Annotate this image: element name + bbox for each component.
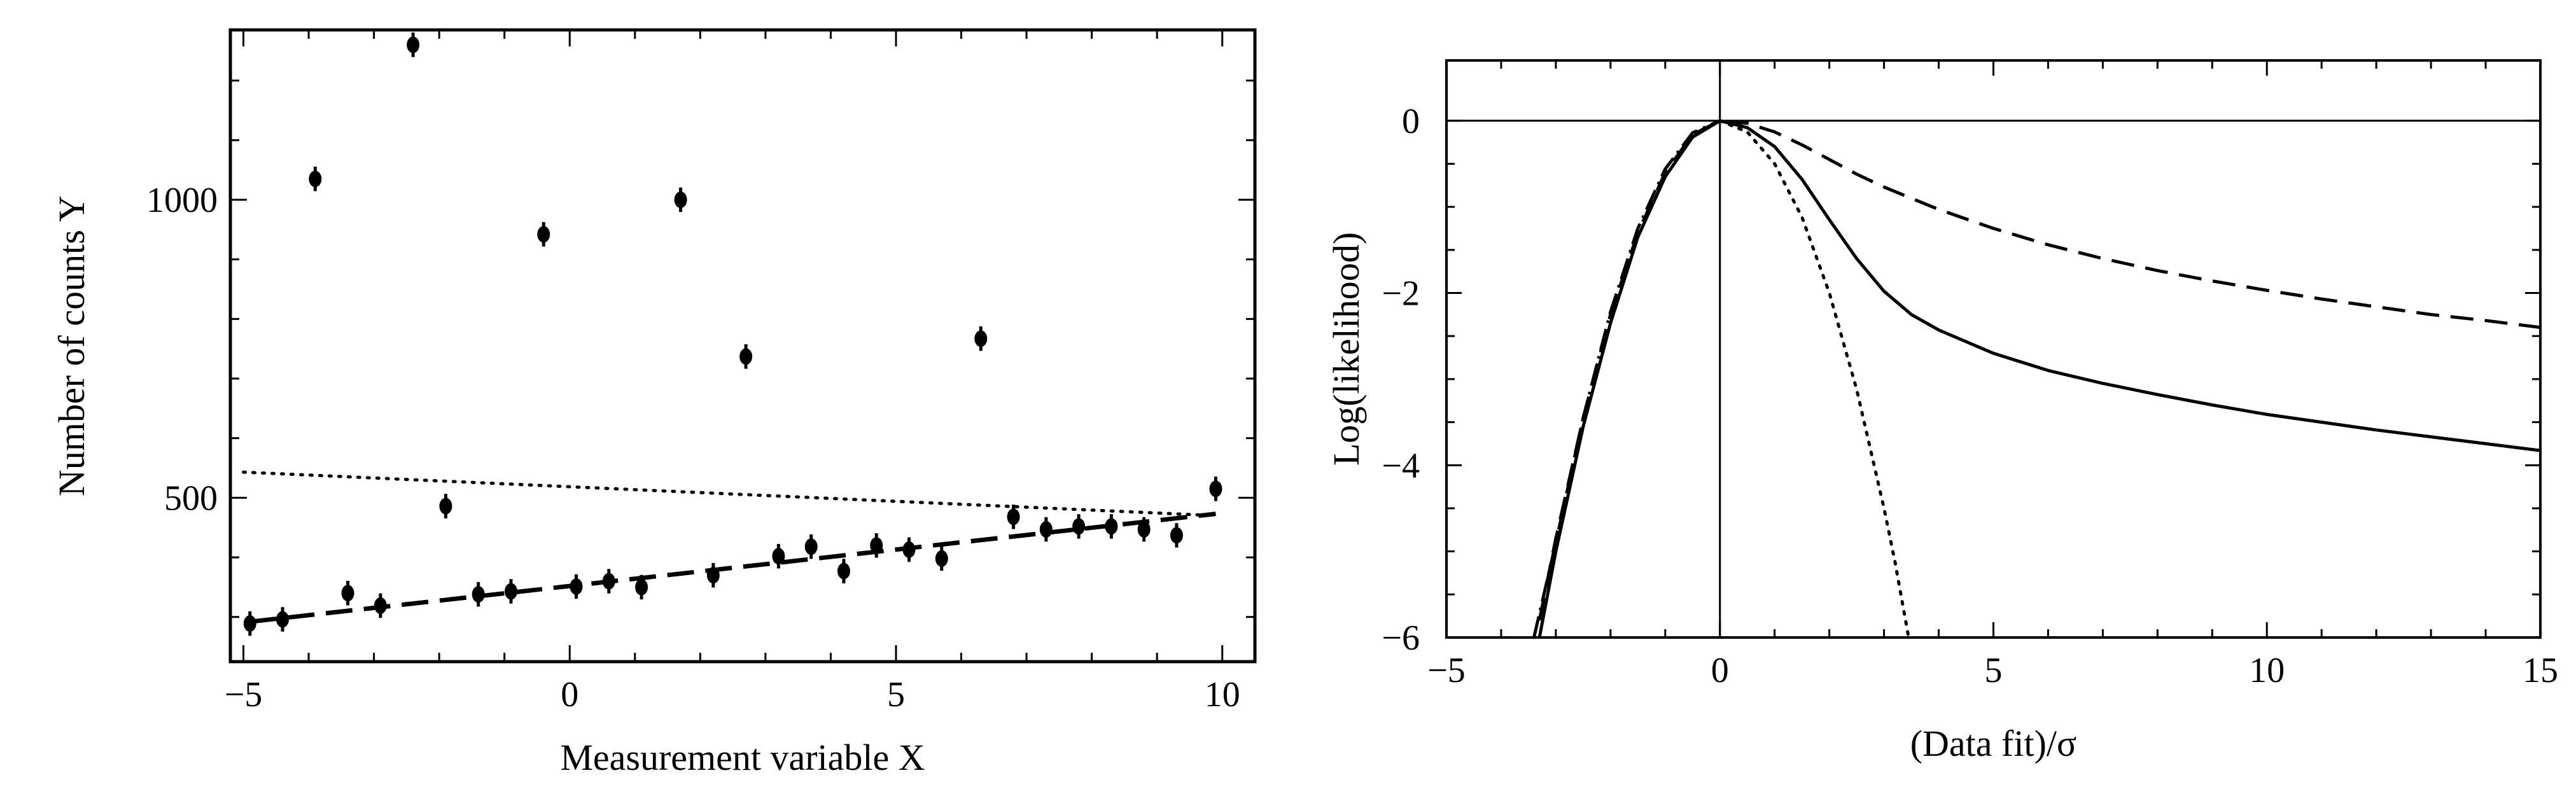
likelihood-chart: −5 0 5 10 15 0 −2 −4 −6 (Data fit)/σ Log(likelihoo… xyxy=(1326,59,2558,764)
dashed-fit-line xyxy=(249,512,1216,624)
data-point xyxy=(537,226,550,243)
data-point xyxy=(1170,527,1183,544)
x-tick-label: −5 xyxy=(1427,651,1466,690)
data-point xyxy=(870,537,883,554)
data-point xyxy=(635,578,648,595)
data-point xyxy=(504,583,517,600)
data-point xyxy=(1039,521,1053,538)
data-point xyxy=(309,171,322,188)
data-point xyxy=(602,573,615,590)
data-point xyxy=(804,538,818,555)
dotted-likelihood-curve xyxy=(1718,119,1910,637)
dashdot-likelihood-curve xyxy=(1532,119,1721,637)
y-tick-label: 1000 xyxy=(146,181,218,220)
x-tick-label: 15 xyxy=(2523,651,2558,690)
y-tick-label: −4 xyxy=(1382,446,1420,485)
data-point xyxy=(374,597,387,614)
data-point xyxy=(243,615,256,632)
y-axis-label: Number of counts Y xyxy=(51,195,92,496)
scatter-chart: −5 0 5 10 500 1000 Measurement variable X Numbe… xyxy=(51,28,1257,778)
data-point xyxy=(472,586,485,603)
x-tick-label: 0 xyxy=(561,675,578,714)
data-point xyxy=(1007,508,1020,526)
data-point xyxy=(974,330,988,347)
data-point xyxy=(341,585,354,602)
data-point xyxy=(276,611,290,628)
x-tick-label: 10 xyxy=(1205,675,1240,714)
data-point xyxy=(935,550,948,567)
solid-likelihood-curve xyxy=(1537,119,2540,637)
x-axis-label: Measurement variable X xyxy=(560,737,925,778)
y-tick-label: −2 xyxy=(1382,274,1420,314)
y-axis-label: Log(likelihood) xyxy=(1326,232,1367,466)
data-point xyxy=(1209,480,1222,498)
x-tick-label: 10 xyxy=(2249,651,2285,690)
x-axis-label: (Data fit)/σ xyxy=(1910,723,2077,764)
dotted-fit-line xyxy=(242,470,1217,517)
x-tick-label: 5 xyxy=(1985,651,2003,690)
data-point xyxy=(706,567,720,584)
data-point xyxy=(1137,521,1151,538)
x-tick-label: 5 xyxy=(887,675,905,714)
data-point xyxy=(570,578,583,595)
plot-frame-right xyxy=(1445,59,2542,639)
data-point xyxy=(902,541,916,558)
x-tick-label: 0 xyxy=(1711,651,1729,690)
y-tick-label: 0 xyxy=(1402,102,1420,141)
data-point xyxy=(407,36,420,53)
data-point xyxy=(1072,518,1086,535)
data-point xyxy=(837,562,850,580)
dashed-likelihood-curve xyxy=(1537,119,2540,621)
data-point xyxy=(674,191,687,208)
plot-frame-left xyxy=(228,28,1257,664)
data-point xyxy=(772,548,785,565)
y-tick-label: 500 xyxy=(164,478,218,518)
data-point xyxy=(439,498,452,515)
data-point xyxy=(1105,518,1118,535)
y-tick-label: −6 xyxy=(1382,618,1420,658)
x-tick-label: −5 xyxy=(225,675,263,714)
data-point xyxy=(739,348,753,365)
